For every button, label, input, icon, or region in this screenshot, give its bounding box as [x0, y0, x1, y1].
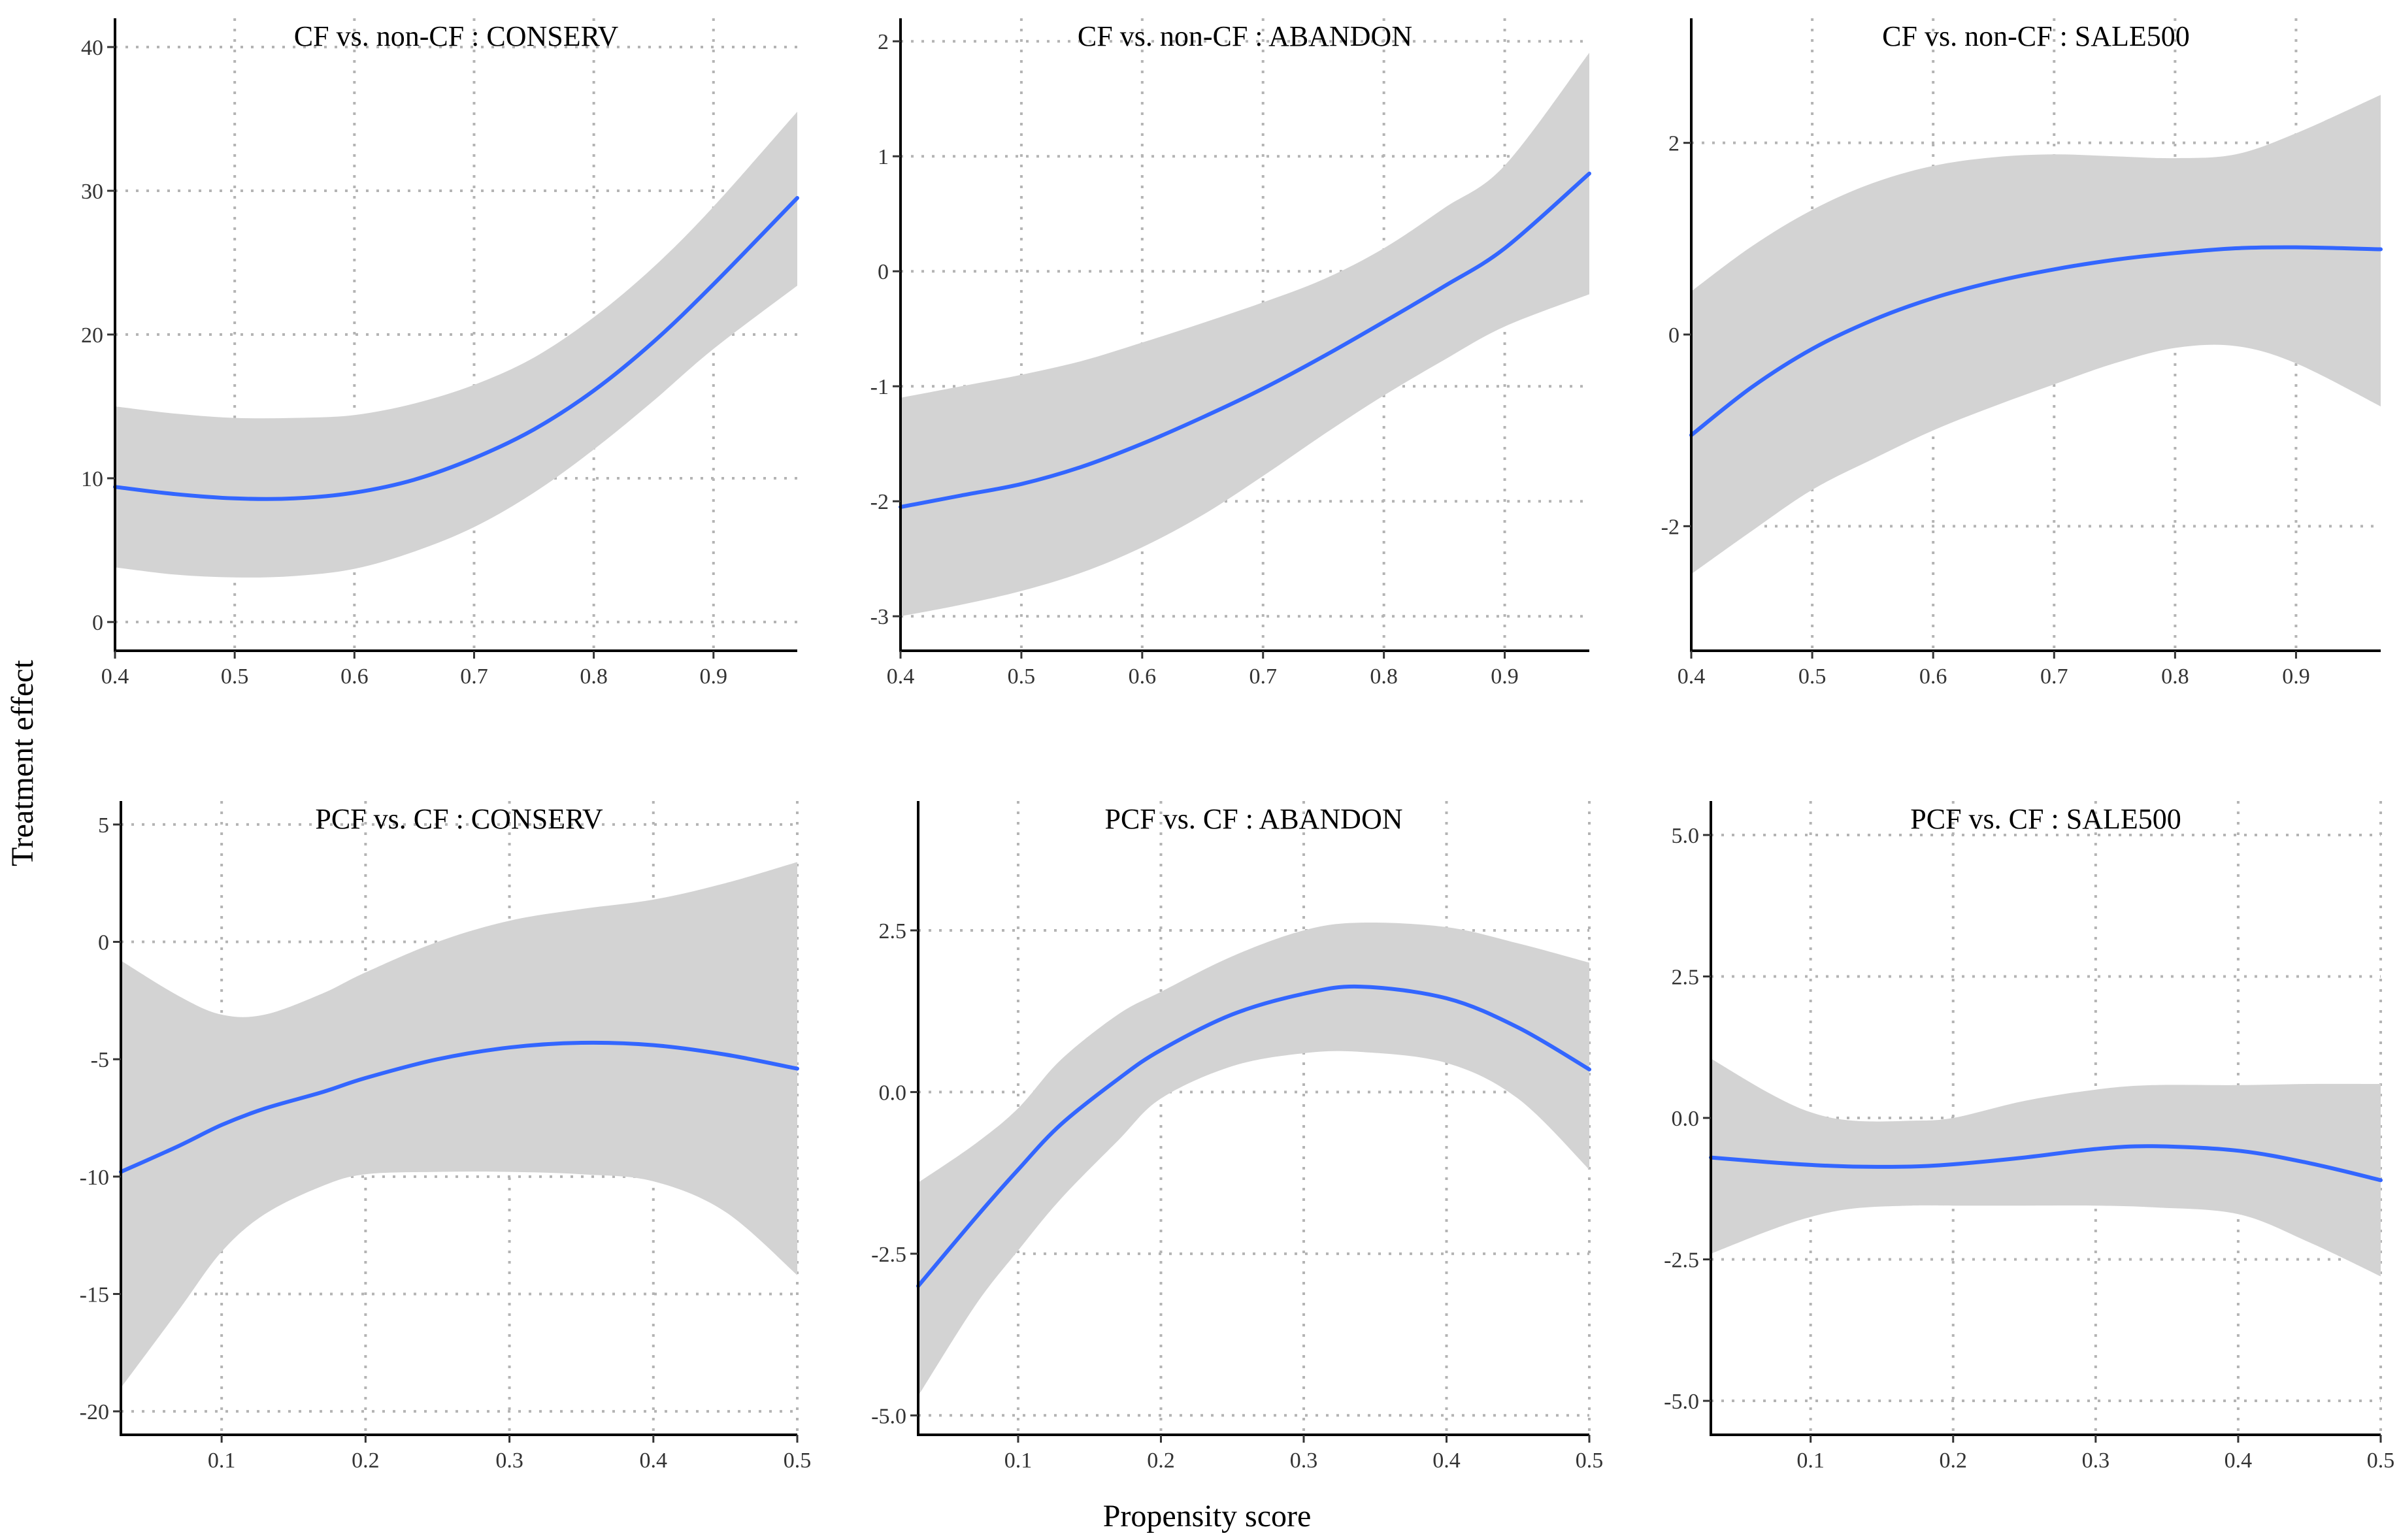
x-tick-label: 0.1	[1796, 1449, 1825, 1473]
x-tick-label: 0.2	[352, 1449, 380, 1473]
fitted-line	[1709, 1144, 2383, 1183]
confidence-band	[901, 52, 1589, 617]
y-tick-label: -10	[80, 1166, 109, 1190]
fitted-line	[1689, 245, 2383, 437]
x-tick-label: 0.7	[1249, 664, 1277, 689]
fitted-line	[916, 984, 1591, 1288]
x-tick-label: 0.4	[2225, 1449, 2253, 1473]
fitted-line	[899, 171, 1591, 509]
panel-title-cf-abandon: CF vs. non-CF : ABANDON	[1078, 20, 1412, 52]
panel-pcf-abandon: 0.1 0.2 0.3 0.4 0.5 -5.0 -2.5 0.0 2.5 PCF vs. CF …	[871, 801, 1603, 1473]
panel-title-pcf-conserv: PCF vs. CF : CONSERV	[315, 803, 603, 835]
x-tick-label: 0.9	[2282, 664, 2310, 689]
panel-title-pcf-abandon: PCF vs. CF : ABANDON	[1104, 803, 1402, 835]
y-tick-label: 0.0	[879, 1081, 907, 1105]
y-tick-label: -2.5	[1664, 1249, 1699, 1273]
x-tick-label: 0.4	[1678, 664, 1706, 689]
x-tick-label: 0.5	[1008, 664, 1036, 689]
confidence-band	[121, 862, 797, 1388]
y-tick-label: 30	[81, 180, 103, 204]
x-tick-label: 0.9	[1491, 664, 1519, 689]
y-tick-label: 5.0	[1672, 824, 1700, 848]
confidence-band	[1691, 95, 2381, 574]
confidence-band	[115, 112, 797, 578]
y-tick-label: 2	[878, 30, 889, 54]
y-tick-label: 0	[878, 260, 889, 284]
panel-title-cf-conserv: CF vs. non-CF : CONSERV	[294, 20, 619, 52]
x-tick-label: 0.4	[101, 664, 129, 689]
x-tick-label: 0.6	[1129, 664, 1157, 689]
panel-cf-sale500: 0.4 0.5 0.6 0.7 0.8 0.9 -2 0 2 CF vs. non-CF : SA…	[1661, 18, 2383, 689]
y-tick-label: 2.5	[879, 919, 907, 943]
y-axis-label: Treatment effect	[5, 659, 40, 866]
y-tick-label: -2.5	[871, 1243, 906, 1267]
x-tick-label: 0.6	[340, 664, 369, 689]
x-tick-label: 0.6	[1919, 664, 1947, 689]
x-tick-label: 0.3	[1290, 1449, 1318, 1473]
panel-title-cf-sale500: CF vs. non-CF : SALE500	[1882, 20, 2190, 52]
y-tick-label: 0	[92, 611, 103, 635]
x-tick-label: 0.3	[2082, 1449, 2110, 1473]
panel-pcf-sale500: 0.1 0.2 0.3 0.4 0.5 -5.0 -2.5 0.0 2.5 5.0 PCF vs. …	[1664, 801, 2394, 1473]
y-tick-label: -2	[1661, 515, 1679, 539]
y-tick-label: 2	[1668, 132, 1679, 156]
x-tick-label: 0.9	[700, 664, 728, 689]
x-tick-label: 0.5	[1576, 1449, 1604, 1473]
y-tick-label: 40	[81, 36, 103, 60]
fitted-line	[113, 196, 799, 501]
x-tick-label: 0.1	[1004, 1449, 1033, 1473]
y-tick-label: -1	[870, 375, 889, 399]
confidence-band	[918, 922, 1589, 1396]
x-tick-label: 0.1	[208, 1449, 236, 1473]
x-tick-label: 0.4	[887, 664, 915, 689]
x-tick-label: 0.5	[1798, 664, 1827, 689]
y-tick-label: 0	[1668, 323, 1679, 348]
x-tick-label: 0.8	[580, 664, 608, 689]
y-tick-label: 5	[98, 813, 109, 838]
y-tick-label: 0	[98, 931, 109, 955]
y-tick-label: 1	[878, 145, 889, 169]
y-tick-label: 20	[81, 323, 103, 348]
y-tick-label: -3	[870, 605, 889, 629]
y-tick-label: 2.5	[1672, 965, 1700, 989]
y-tick-label: 0.0	[1672, 1107, 1700, 1131]
x-tick-label: 0.5	[784, 1449, 812, 1473]
y-tick-label: -5.0	[871, 1404, 906, 1428]
panel-cf-conserv: 0.4 0.5 0.6 0.7 0.8 0.9 0 10 20 30 40 CF vs. non-CF…	[81, 18, 799, 689]
fitted-line	[119, 1040, 799, 1174]
x-tick-label: 0.5	[221, 664, 249, 689]
x-tick-label: 0.2	[1147, 1449, 1175, 1473]
x-tick-label: 0.8	[2161, 664, 2189, 689]
x-tick-label: 0.7	[460, 664, 488, 689]
panel-cf-abandon: 0.4 0.5 0.6 0.7 0.8 0.9 -3 -2 -1 0 1 2 CF vs. non-CF…	[870, 18, 1591, 689]
panel-title-pcf-sale500: PCF vs. CF : SALE500	[1910, 803, 2181, 835]
x-tick-label: 0.2	[1939, 1449, 1967, 1473]
x-tick-label: 0.4	[640, 1449, 668, 1473]
y-tick-label: -2	[870, 490, 889, 514]
y-tick-label: -15	[80, 1283, 109, 1307]
confidence-band	[1711, 1058, 2381, 1277]
panel-pcf-conserv: 0.1 0.2 0.3 0.4 0.5 -20 -15 -10 -5 0 5 PCF vs. CF :…	[80, 801, 812, 1473]
y-tick-label: -5	[91, 1048, 109, 1072]
x-tick-label: 0.5	[2367, 1449, 2395, 1473]
y-tick-label: 10	[81, 467, 103, 491]
x-tick-label: 0.7	[2040, 664, 2068, 689]
x-tick-label: 0.3	[495, 1449, 523, 1473]
x-tick-label: 0.4	[1432, 1449, 1461, 1473]
x-axis-label: Propensity score	[1103, 1499, 1312, 1533]
y-tick-label: -5.0	[1664, 1390, 1699, 1414]
y-tick-label: -20	[80, 1400, 109, 1424]
x-tick-label: 0.8	[1370, 664, 1398, 689]
